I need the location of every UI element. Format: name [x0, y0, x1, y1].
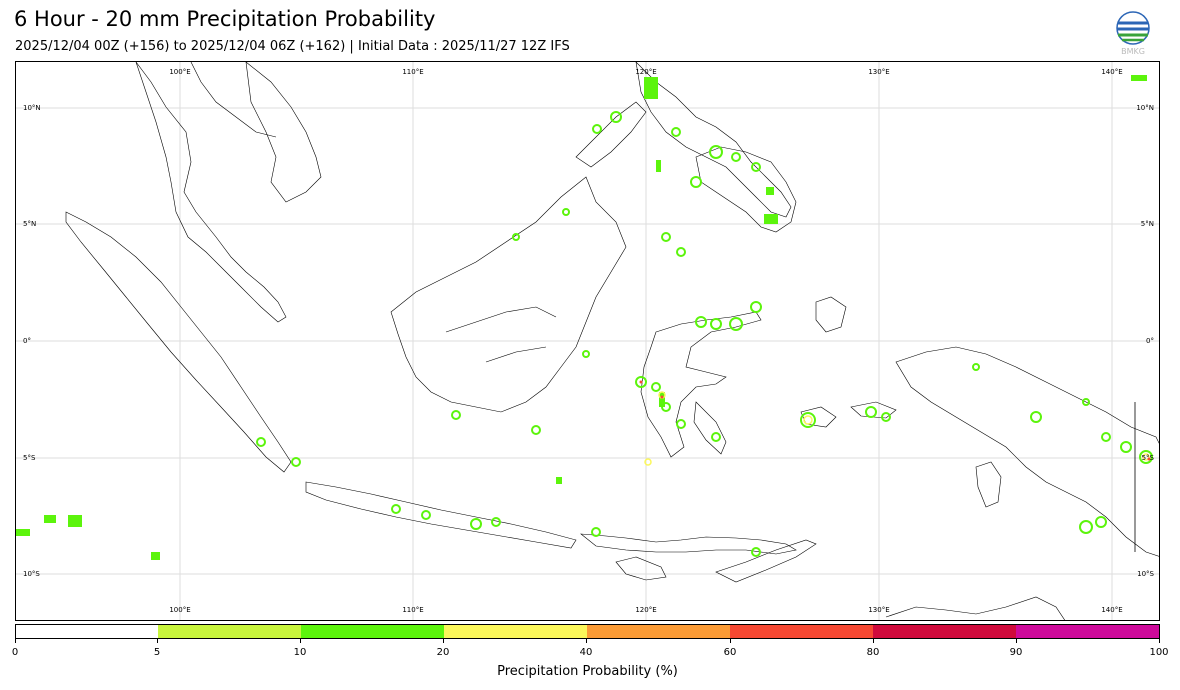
lon-labels-bottom: 100°E 110°E 120°E 130°E 140°E	[169, 606, 1122, 614]
colorbar-segment	[730, 625, 873, 638]
colorbar-tick-label: 90	[1009, 647, 1023, 658]
lon-label: 130°E	[868, 68, 889, 76]
lon-label: 100°E	[169, 68, 190, 76]
colorbar-tickmark	[443, 639, 444, 643]
lat-label: 10°S	[1137, 570, 1154, 578]
lon-labels-top: 100°E 110°E 120°E 130°E 140°E	[169, 68, 1122, 76]
colorbar-tick-label: 20	[436, 647, 450, 658]
lon-label: 110°E	[402, 68, 423, 76]
probability-patches	[16, 75, 1153, 560]
colorbar-tickmark	[1016, 639, 1017, 643]
colorbar-segment	[873, 625, 1016, 638]
logo-text: BMKG	[1121, 47, 1145, 56]
lon-label: 120°E	[635, 68, 656, 76]
sumatra-outline	[65, 211, 292, 473]
lat-labels-right: 10°N 5°N 0° 5°S 10°S	[1136, 104, 1154, 578]
colorbar-tick-label: 80	[866, 647, 880, 658]
lat-label: 10°S	[23, 570, 40, 578]
colorbar-tick-label: 60	[723, 647, 737, 658]
java-outline	[305, 481, 577, 549]
lat-label: 5°N	[1141, 220, 1154, 228]
colorbar-tick-label: 40	[579, 647, 593, 658]
colorbar-tickmark	[157, 639, 158, 643]
lon-label: 130°E	[868, 606, 889, 614]
bmkg-logo: BMKG	[1116, 11, 1150, 56]
colorbar-tickmark	[730, 639, 731, 643]
colorbar-segment	[587, 625, 730, 638]
colorbar-tick-label: 10	[293, 647, 307, 658]
indochina-outline	[135, 62, 287, 323]
lon-label: 110°E	[402, 606, 423, 614]
lat-label: 0°	[1146, 337, 1154, 345]
colorbar-tickmark	[1159, 639, 1160, 643]
sulawesi-outline	[640, 311, 762, 458]
new-guinea-outline	[895, 346, 1159, 557]
lat-label: 5°N	[23, 220, 36, 228]
colorbar-tick-label: 0	[11, 647, 19, 658]
lat-label: 5°S	[23, 454, 36, 462]
colorbar	[15, 624, 1160, 639]
borneo-outline	[390, 176, 627, 413]
colorbar-tickmark	[300, 639, 301, 643]
lat-label: 5°S	[1142, 454, 1155, 462]
lat-label: 10°N	[1136, 104, 1154, 112]
timor-outline	[715, 539, 817, 583]
lon-label: 100°E	[169, 606, 190, 614]
lon-label: 140°E	[1101, 68, 1122, 76]
gridlines	[16, 62, 1159, 620]
map-panel: 100°E 110°E 120°E 130°E 140°E 100°E 110°…	[15, 61, 1160, 621]
colorbar-tickmark	[15, 639, 16, 643]
colorbar-tickmark	[586, 639, 587, 643]
colorbar-tickmark	[873, 639, 874, 643]
lon-label: 140°E	[1101, 606, 1122, 614]
colorbar-segment	[16, 625, 158, 638]
lat-label: 10°N	[23, 104, 41, 112]
chart-subtitle: 2025/12/04 00Z (+156) to 2025/12/04 06Z …	[15, 39, 570, 54]
lon-label: 120°E	[635, 606, 656, 614]
chart-title: 6 Hour - 20 mm Precipitation Probability	[14, 7, 436, 31]
colorbar-segment	[1016, 625, 1159, 638]
colorbar-segment	[301, 625, 444, 638]
colorbar-label: Precipitation Probability (%)	[497, 664, 678, 679]
colorbar-segment	[444, 625, 587, 638]
australia-outline	[885, 596, 1066, 620]
colorbar-tick-label: 5	[153, 647, 161, 658]
lat-label: 0°	[23, 337, 31, 345]
colorbar-segment	[158, 625, 301, 638]
colorbar-tick-label: 100	[1149, 647, 1169, 658]
land-outlines	[65, 62, 1159, 620]
philippines-outline	[635, 62, 792, 218]
lat-labels-left: 10°N 5°N 0° 5°S 10°S	[23, 104, 41, 578]
vietnam-coast	[245, 62, 322, 203]
map-canvas: 100°E 110°E 120°E 130°E 140°E 100°E 110°…	[16, 62, 1159, 620]
